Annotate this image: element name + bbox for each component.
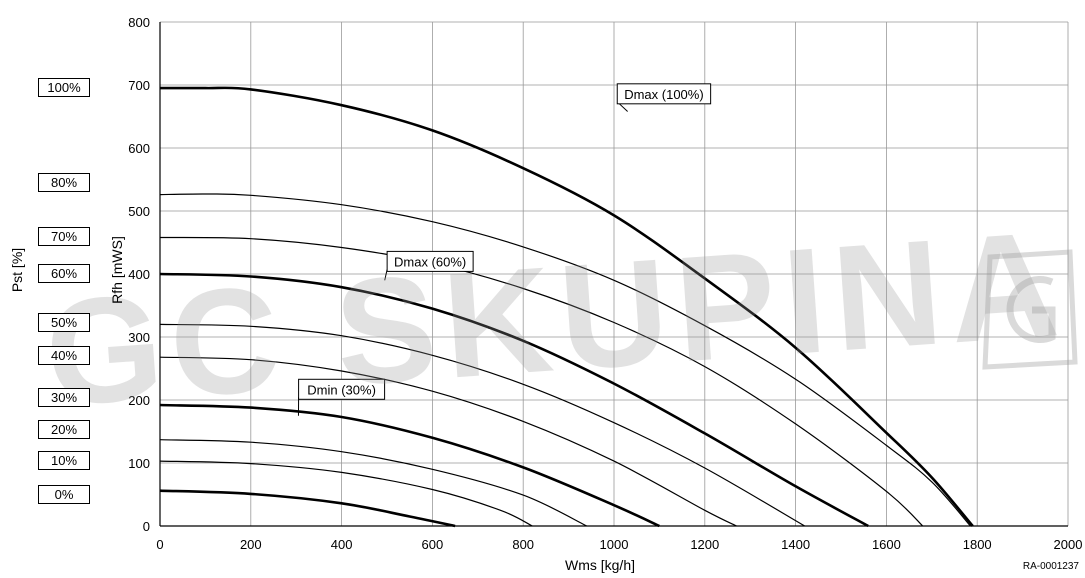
pst-label: 80% xyxy=(38,172,90,192)
document-id: RA-0001237 xyxy=(1022,561,1079,572)
x-tick-label: 1400 xyxy=(781,537,810,552)
x-tick-label: 1600 xyxy=(872,537,901,552)
curve-annotations: Dmax (100%) Dmax (60%) Dmin (30%) xyxy=(297,83,712,416)
series-line-5 xyxy=(159,323,806,527)
annotation-label: Dmin (30%) xyxy=(307,382,376,397)
annotation-label: Dmax (60%) xyxy=(394,254,466,269)
series-line-9 xyxy=(159,460,533,527)
pst-label: 40% xyxy=(38,345,90,365)
y-tick-label: 400 xyxy=(128,267,150,282)
pst-label: 20% xyxy=(38,419,90,439)
x-tick-label: 800 xyxy=(512,537,534,552)
annotation-box xyxy=(616,83,712,105)
y-tick-label: 600 xyxy=(128,141,150,156)
x-tick-label: 600 xyxy=(422,537,444,552)
grid-lines xyxy=(159,21,1069,527)
x-axis-label: Wms [kg/h] xyxy=(564,557,635,573)
series-line-2 xyxy=(159,193,971,527)
y-axis-label: Rfh [mWS] xyxy=(109,236,125,304)
series-line-4 xyxy=(159,272,869,528)
y-tick-label: 100 xyxy=(128,456,150,471)
x-tick-label: 2000 xyxy=(1054,537,1083,552)
series-line-3 xyxy=(159,236,924,527)
pst-label: 60% xyxy=(38,264,90,283)
x-tick-label: 1000 xyxy=(600,537,629,552)
annotation-box xyxy=(386,250,474,272)
y-tick-label: 500 xyxy=(128,204,150,219)
y-tick-label: 0 xyxy=(143,519,150,534)
pst-label: 50% xyxy=(38,312,90,332)
annotation-label: Dmax (100%) xyxy=(624,87,703,102)
y-tick-label: 700 xyxy=(128,78,150,93)
series-line-6 xyxy=(159,356,737,527)
x-tick-label: 200 xyxy=(240,537,262,552)
pst-label: 100% xyxy=(38,78,90,98)
series-line-1 xyxy=(159,86,974,527)
x-tick-label: 0 xyxy=(156,537,163,552)
y-tick-label: 800 xyxy=(128,15,150,30)
y-tick-label: 200 xyxy=(128,393,150,408)
y-tick-label: 300 xyxy=(128,330,150,345)
annotation-box xyxy=(298,378,386,400)
tick-labels: 0 200 400 600 800 1000 1200 1400 1600 1800 2000 0 10… xyxy=(128,15,1082,552)
x-tick-label: 1200 xyxy=(690,537,719,552)
pump-curves xyxy=(159,86,974,528)
pst-label: 0% xyxy=(38,484,90,504)
x-tick-label: 400 xyxy=(331,537,353,552)
x-tick-label: 1800 xyxy=(963,537,992,552)
series-line-7 xyxy=(159,403,660,528)
series-line-10 xyxy=(159,489,456,528)
series-line-8 xyxy=(159,439,588,527)
pst-label: 10% xyxy=(38,451,90,471)
pst-axis-label: Pst [%] xyxy=(9,247,25,293)
pst-label: 70% xyxy=(38,227,90,247)
pst-label: 30% xyxy=(38,388,90,408)
